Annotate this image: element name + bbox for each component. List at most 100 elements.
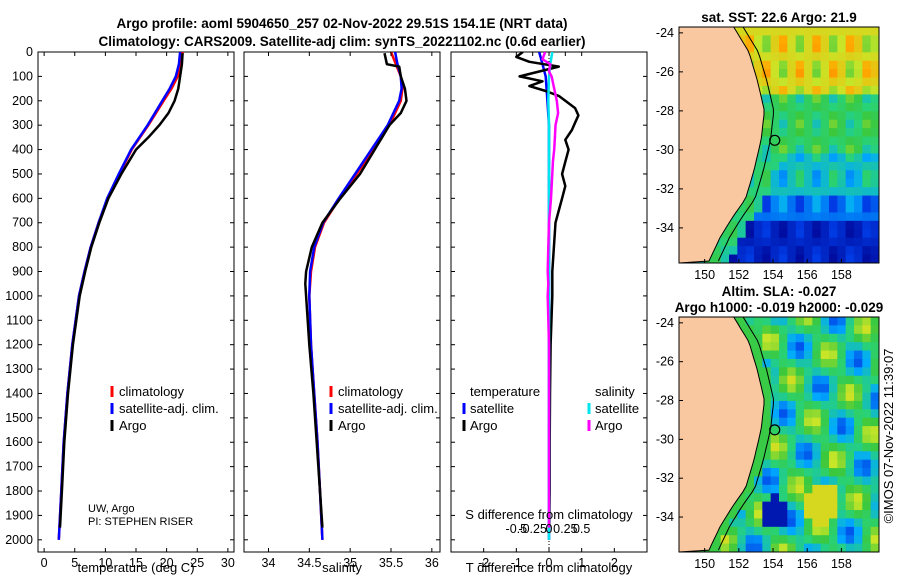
series-line-argo (304, 52, 408, 528)
map-cell (870, 375, 879, 385)
map-cell (762, 136, 772, 146)
map-cell (870, 333, 879, 343)
map-cell (762, 94, 772, 104)
map-cell (787, 145, 797, 154)
map-cell (854, 136, 863, 146)
map-cell (787, 52, 797, 62)
map-cell (837, 237, 847, 247)
map-cell (720, 543, 730, 552)
map-cell (770, 94, 780, 104)
map-cell (812, 317, 822, 326)
map-cell (862, 367, 872, 377)
map-cell (770, 52, 780, 62)
map-cell (762, 161, 772, 171)
map-cell (837, 77, 847, 87)
map-cell (787, 153, 797, 163)
map-cell (845, 476, 855, 486)
map-cell (870, 442, 879, 452)
depth-tick-label: 900 (12, 265, 33, 279)
map-cell (762, 145, 772, 154)
map-cell (870, 459, 879, 469)
map-cell (829, 77, 838, 87)
map-cell (795, 468, 805, 477)
map-cell (779, 493, 788, 503)
series-line-argo (58, 53, 184, 528)
map-cell (812, 367, 822, 377)
map-cell (804, 333, 813, 343)
map-cell (837, 493, 847, 503)
map-cell (795, 35, 805, 45)
map-cell (862, 212, 872, 222)
map-cell (795, 69, 805, 79)
map-cell (795, 161, 805, 171)
map-cell (787, 128, 797, 138)
map-cell (795, 409, 805, 419)
map-cell (870, 484, 879, 494)
map-cell (862, 333, 872, 343)
map-cell (795, 325, 805, 335)
map-cell (870, 94, 879, 104)
map-cell (870, 60, 879, 70)
map-cell (812, 161, 822, 171)
map-cell (812, 526, 822, 536)
legend-label-satellite: satellite-adj. clim. (119, 401, 219, 416)
map-cell (804, 384, 813, 394)
sla-map-subtitle: Argo h1000: -0.019 h2000: -0.029 (675, 300, 884, 315)
map-cell (804, 409, 813, 419)
sst-map-title: sat. SST: 22.6 Argo: 21.9 (701, 10, 857, 25)
map-cell (845, 426, 855, 435)
map-cell (829, 392, 838, 402)
map-cell (820, 451, 830, 461)
map-cell (795, 128, 805, 138)
map-cell (745, 535, 755, 545)
map-cell (795, 333, 805, 343)
map-cell (795, 526, 805, 536)
legend-label-t-argo: Argo (470, 418, 497, 433)
map-cell (754, 43, 763, 53)
map-cell (862, 60, 872, 70)
map-cell (762, 60, 772, 70)
map-y-tick-label: -24 (656, 26, 674, 40)
map-cell (820, 535, 830, 545)
map-cell (795, 153, 805, 163)
map-cell (745, 543, 755, 552)
map-cell (820, 484, 830, 494)
map-cell (770, 77, 780, 87)
map-cell (795, 229, 805, 239)
map-cell (770, 333, 780, 343)
map-cell (804, 493, 813, 503)
map-cell (762, 501, 772, 511)
map-cell (762, 119, 772, 129)
map-cell (762, 52, 772, 62)
legend-title-salinity: salinity (595, 384, 635, 399)
map-cell (720, 535, 730, 545)
x-tick-label: 0 (41, 556, 48, 570)
depth-tick-label: 1500 (5, 411, 33, 425)
map-cell (795, 187, 805, 197)
map-cell (737, 510, 747, 519)
map-cell (820, 510, 830, 519)
map-cell (754, 77, 763, 87)
difference-legend: temperature satellite Argo salinity sate… (462, 384, 639, 433)
temperature-xlabel: temperature (deg C) (77, 560, 194, 575)
map-cell (837, 178, 847, 188)
map-cell (845, 161, 855, 171)
map-cell (795, 501, 805, 511)
map-cell (845, 43, 855, 53)
map-cell (854, 111, 863, 121)
map-y-tick-label: -32 (656, 471, 674, 485)
depth-tick-label: 1200 (5, 338, 33, 352)
depth-axis: 0 100 200 300 400 500 600 700 800 900 1000 1100 1200… (5, 45, 647, 547)
map-cell (820, 350, 830, 360)
map-cell (854, 442, 863, 452)
x-tick-label: -1 (511, 556, 522, 570)
map-cell (854, 204, 863, 213)
map-cell (804, 145, 813, 154)
depth-tick-label: 200 (12, 94, 33, 108)
map-cell (754, 333, 763, 343)
map-cell (762, 459, 772, 469)
map-cell (804, 237, 813, 247)
map-cell (787, 442, 797, 452)
map-cell (787, 333, 797, 343)
map-cell (770, 220, 780, 230)
